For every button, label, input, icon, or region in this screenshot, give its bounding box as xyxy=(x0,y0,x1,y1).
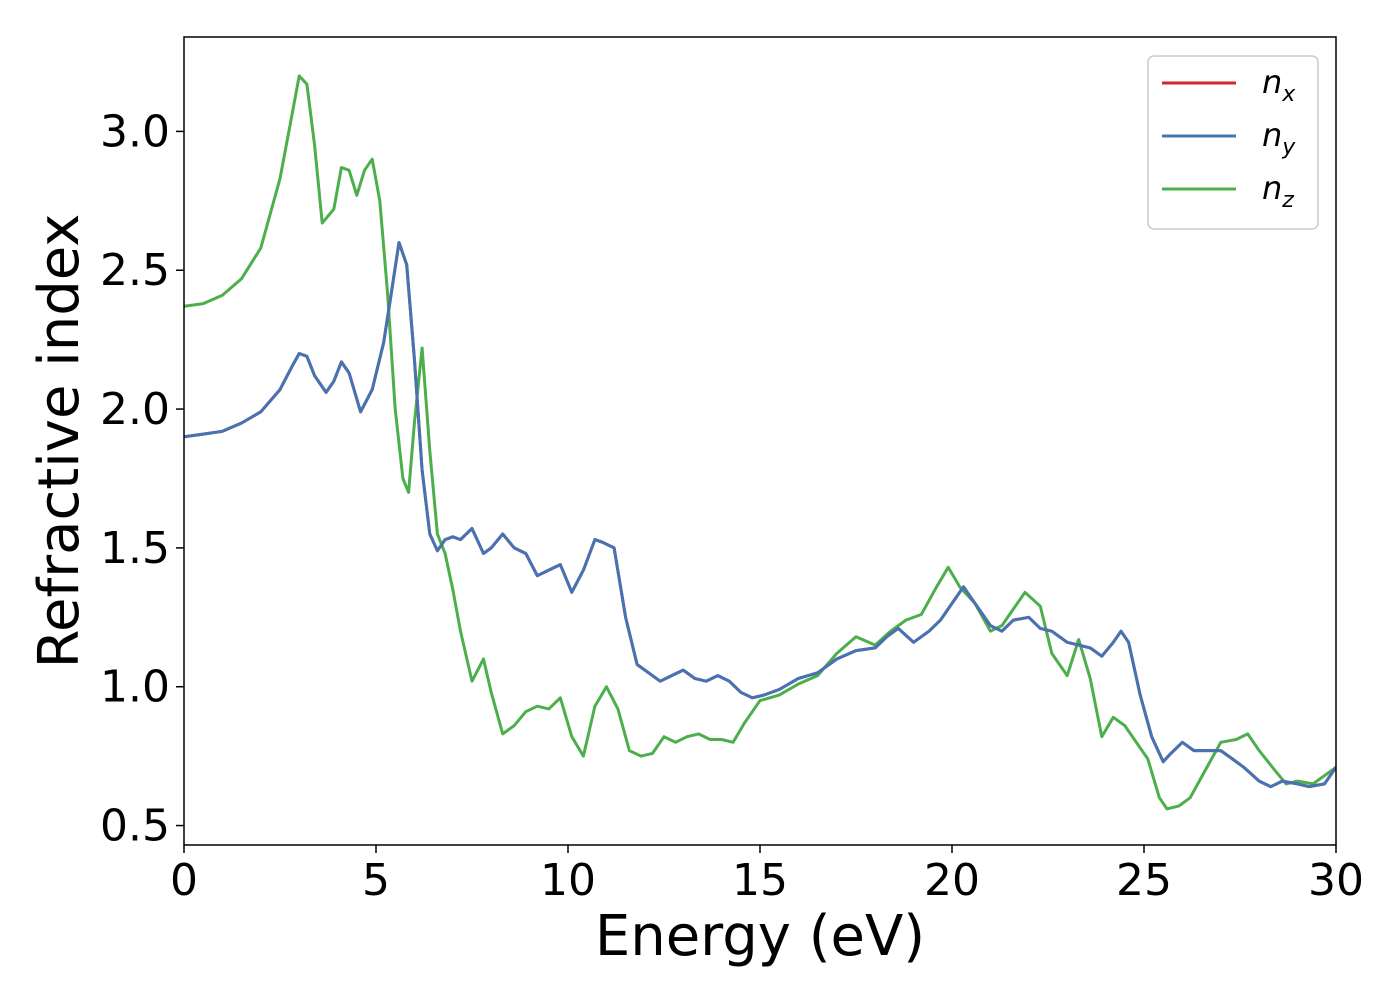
x-axis-label: Energy (eV) xyxy=(595,904,925,969)
x-tick-label: 25 xyxy=(1116,855,1172,906)
series-line-n-z xyxy=(184,74,1336,811)
legend-label-n-z: nz xyxy=(1262,169,1294,213)
legend-label-n-x: nx xyxy=(1262,63,1296,107)
y-tick-label: 3.0 xyxy=(100,106,170,157)
x-tick-label: 15 xyxy=(732,855,788,906)
y-axis-label: Refractive index xyxy=(27,214,92,669)
y-tick-label: 1.0 xyxy=(100,662,170,713)
y-tick-label: 0.5 xyxy=(100,801,170,852)
y-tick-label: 2.0 xyxy=(100,384,170,435)
y-tick-label: 2.5 xyxy=(100,245,170,296)
legend-box xyxy=(1147,55,1319,230)
x-tick-label: 30 xyxy=(1308,855,1364,906)
x-axis-ticks: 0 5 10 15 20 25 30 xyxy=(170,845,1364,906)
legend-label-n-y: ny xyxy=(1262,116,1296,160)
legend: nx ny nz xyxy=(1147,55,1319,230)
x-tick-label: 10 xyxy=(540,855,596,906)
x-tick-label: 20 xyxy=(924,855,980,906)
x-tick-label: 5 xyxy=(362,855,390,906)
y-axis-ticks: 0.5 1.0 1.5 2.0 2.5 3.0 xyxy=(100,106,184,852)
series-line-n-y xyxy=(184,241,1336,789)
plot-lines xyxy=(184,74,1336,811)
x-tick-label: 0 xyxy=(170,855,198,906)
y-tick-label: 1.5 xyxy=(100,523,170,574)
